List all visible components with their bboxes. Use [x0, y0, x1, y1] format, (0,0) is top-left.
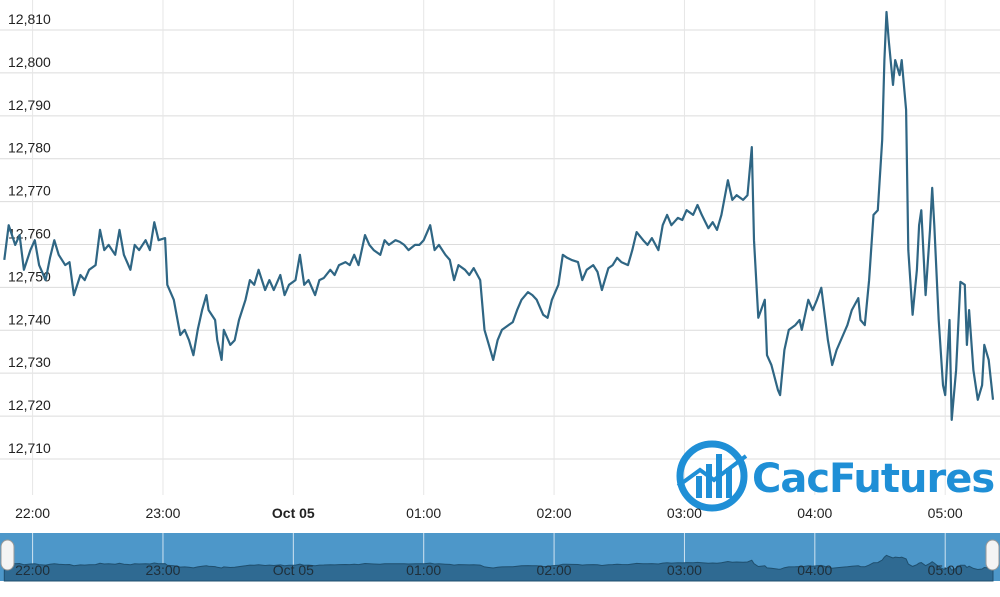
x-tick-label: 22:00 [15, 505, 50, 521]
x-tick-label: 23:00 [145, 505, 180, 521]
y-tick-label: 12,810 [8, 11, 51, 27]
x-tick-label: Oct 05 [272, 505, 315, 521]
y-tick-label: 12,710 [8, 440, 51, 456]
y-tick-label: 12,770 [8, 183, 51, 199]
logo-bar [696, 476, 702, 498]
navigator-label: 02:00 [537, 562, 572, 578]
plot-layer: 12,710 12,720 12,730 12,740 12,750 12,760 12,7… [3, 10, 995, 521]
navigator: 22:00 23:00 Oct 05 01:00 02:00 03:00 04:00 05:0… [0, 533, 1000, 582]
navigator-handle-left [0, 539, 15, 571]
grid-layer [0, 0, 1000, 495]
y-tick-label: 12,800 [8, 54, 51, 70]
logo-arrow [676, 454, 748, 488]
y-tick-label: 12,760 [8, 225, 51, 241]
navigator-area [3, 554, 994, 582]
navigator-label: 01:00 [406, 562, 441, 578]
navigator-label: 23:00 [145, 562, 180, 578]
logo-ring [676, 440, 748, 512]
y-tick-label: 12,720 [8, 397, 51, 413]
watermark-text: CacFutures [752, 456, 994, 502]
price-line [3, 10, 995, 421]
y-tick-label: 12,790 [8, 97, 51, 113]
navigator-label: 03:00 [667, 562, 702, 578]
navigator-label: 04:00 [797, 562, 832, 578]
navigator-label: 05:00 [928, 562, 963, 578]
y-tick-label: 12,740 [8, 311, 51, 327]
navigator-handle-right [985, 539, 1000, 571]
y-tick-label: 12,750 [8, 268, 51, 284]
watermark: CacFutures [676, 440, 995, 512]
x-tick-label: 03:00 [667, 505, 702, 521]
x-tick-label: 05:00 [928, 505, 963, 521]
y-tick-label: 12,730 [8, 354, 51, 370]
x-tick-label: 02:00 [537, 505, 572, 521]
x-tick-label: 04:00 [797, 505, 832, 521]
y-tick-label: 12,780 [8, 140, 51, 156]
logo-bar [706, 464, 712, 498]
x-tick-label: 01:00 [406, 505, 441, 521]
logo-bar [726, 468, 732, 498]
navigator-label: 22:00 [15, 562, 50, 578]
navigator-label: Oct 05 [273, 562, 314, 578]
